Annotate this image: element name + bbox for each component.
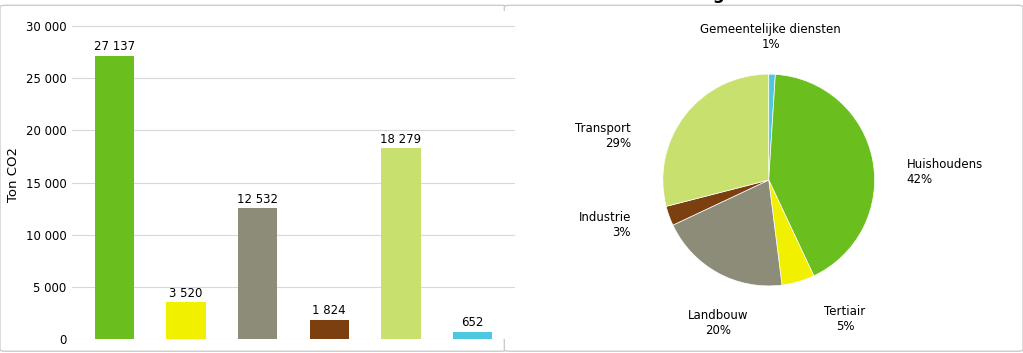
Bar [453, 332, 492, 339]
Text: Huishoudens
42%: Huishoudens 42% [906, 157, 983, 186]
Text: 18 279: 18 279 [381, 133, 421, 146]
Text: 652: 652 [461, 317, 484, 329]
Text: Tertiair
5%: Tertiair 5% [825, 305, 865, 333]
Text: 12 532: 12 532 [237, 193, 278, 206]
Text: 1 824: 1 824 [312, 304, 346, 317]
Text: Landbouw
20%: Landbouw 20% [687, 309, 748, 337]
Bar [310, 320, 349, 339]
Wedge shape [666, 180, 768, 225]
Y-axis label: Ton CO2: Ton CO2 [7, 147, 20, 202]
Wedge shape [768, 74, 875, 276]
Wedge shape [768, 180, 814, 285]
Wedge shape [768, 74, 775, 180]
Text: Industrie
3%: Industrie 3% [579, 210, 631, 239]
Bar [238, 208, 277, 339]
Wedge shape [663, 74, 768, 207]
Bar [167, 302, 206, 339]
Text: 3 520: 3 520 [170, 287, 203, 300]
Text: Gemeentelijke diensten
1%: Gemeentelijke diensten 1% [701, 23, 841, 51]
Title: Verdeling CO2-uitstoot 2011: Verdeling CO2-uitstoot 2011 [635, 0, 902, 4]
Bar [382, 148, 420, 339]
Text: Transport
29%: Transport 29% [575, 121, 631, 150]
Text: 27 137: 27 137 [94, 41, 135, 53]
Bar [95, 56, 134, 339]
Wedge shape [673, 180, 782, 286]
